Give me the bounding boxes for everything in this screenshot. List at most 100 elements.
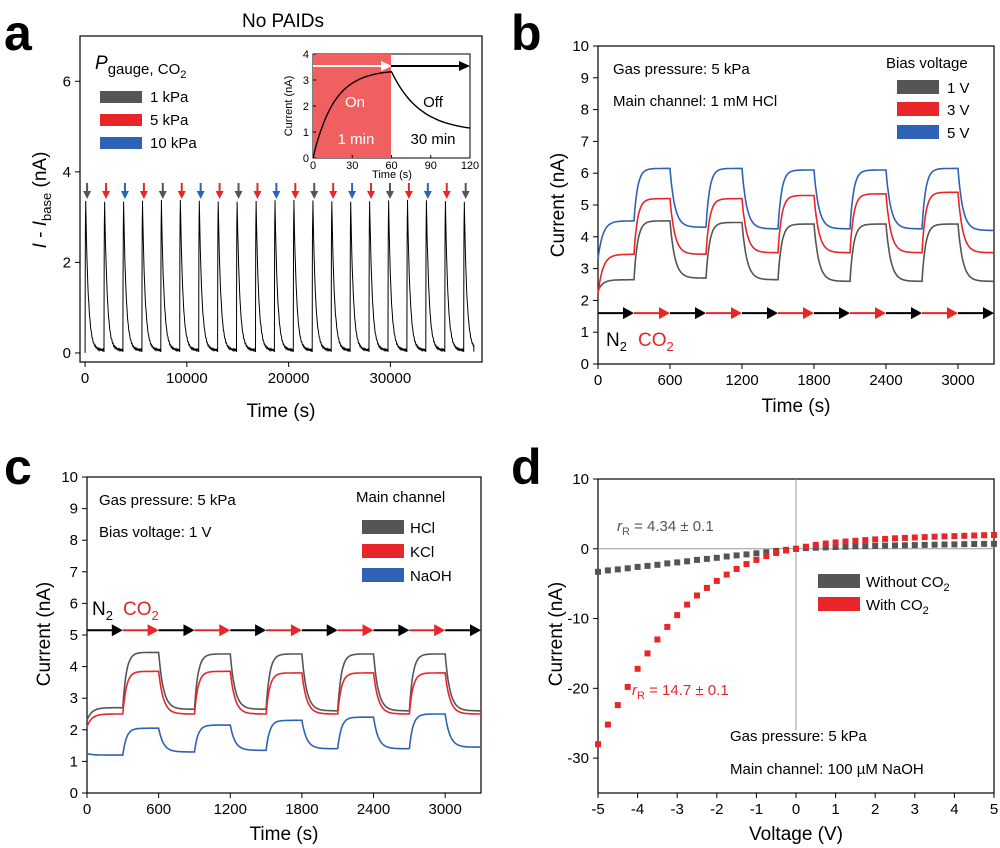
panel-c-x-tick-label: 1200 bbox=[214, 801, 247, 818]
inset-x-tick-label: 0 bbox=[310, 160, 316, 172]
panel-d-legend-with: With CO2 bbox=[866, 597, 929, 617]
panel-b-series-3-v bbox=[597, 191, 994, 295]
inset-x-tick-label: 30 bbox=[346, 160, 358, 172]
panel-b-x-tick-label: 600 bbox=[657, 372, 682, 389]
panel-d-point-without-co2 bbox=[674, 559, 681, 566]
panel-d-point-without-co2 bbox=[634, 563, 641, 570]
panel-b-x-ticks: 0 600 1200 1800 2400 3000 bbox=[594, 364, 975, 389]
panel-b-y-tick-label: 3 bbox=[581, 261, 589, 278]
panel-c-y-tick-label: 0 bbox=[70, 785, 78, 802]
panel-d-point-without-co2 bbox=[684, 558, 691, 565]
panel-d-point-with-co2 bbox=[852, 537, 859, 544]
panel-c-y-tick-label: 8 bbox=[70, 532, 78, 549]
panel-c-legend-kcl: KCl bbox=[410, 544, 434, 561]
panel-a-pulse-arrow bbox=[120, 191, 129, 199]
panel-c-y-ticks: 0 1 2 3 4 5 6 7 8 9 10 bbox=[61, 469, 87, 802]
panel-a-legend-10kpa: 10 kPa bbox=[150, 135, 197, 152]
panel-c-y-tick-label: 3 bbox=[70, 690, 78, 707]
panel-d-point-with-co2 bbox=[931, 533, 938, 540]
panel-a-y-tick-label: 0 bbox=[63, 345, 71, 362]
panel-c-x-ticks: 0 600 1200 1800 2400 3000 bbox=[83, 793, 462, 818]
panel-d-point-without-co2 bbox=[753, 550, 760, 557]
panel-b-y-tick-label: 2 bbox=[581, 292, 589, 309]
panel-c-letter: c bbox=[4, 439, 32, 495]
panel-d-point-with-co2 bbox=[793, 545, 799, 552]
panel-b-legend-title: Bias voltage bbox=[886, 55, 968, 72]
panel-d-legend-swatch-with bbox=[818, 597, 860, 611]
panel-a-x-tick-label: 30000 bbox=[370, 370, 412, 387]
panel-d-point-with-co2 bbox=[882, 535, 889, 542]
panel-b-y-ticks: 0 1 2 3 4 5 6 7 8 9 10 bbox=[572, 38, 598, 373]
panel-a-pulse-arrow bbox=[102, 191, 111, 199]
panel-d-point-without-co2 bbox=[733, 552, 740, 559]
panel-d-point-with-co2 bbox=[862, 537, 869, 544]
panel-d-point-without-co2 bbox=[961, 541, 968, 548]
panel-c-y-tick-label: 10 bbox=[61, 469, 78, 486]
panel-b-series-1-v bbox=[597, 220, 994, 292]
panel-b-annotation-channel: Main channel: 1 mM HCl bbox=[613, 93, 777, 110]
panel-c-y-tick-label: 4 bbox=[70, 659, 78, 676]
panel-b-legend-5v: 5 V bbox=[947, 125, 970, 142]
panel-c-co2-arrow-head bbox=[219, 624, 231, 637]
panel-d-point-without-co2 bbox=[862, 543, 869, 550]
inset-y-tick-label: 2 bbox=[303, 101, 309, 113]
panel-b-x-tick-label: 1800 bbox=[797, 372, 830, 389]
panel-d-point-with-co2 bbox=[911, 534, 918, 541]
inset-current-curve bbox=[312, 70, 471, 159]
panel-d-point-with-co2 bbox=[941, 533, 948, 540]
panel-d-point-with-co2 bbox=[773, 550, 780, 556]
panel-b-legend-swatch-3v bbox=[897, 102, 939, 116]
panel-d-rr-without: rR = 4.34 ± 0.1 bbox=[617, 518, 714, 538]
panel-d-point-with-co2 bbox=[753, 556, 760, 563]
panel-a-pulse-arrow bbox=[177, 191, 186, 199]
panel-d-letter: d bbox=[511, 439, 542, 495]
panel-a-pulse-arrow bbox=[310, 191, 319, 199]
panel-a-y-tick-label: 6 bbox=[63, 73, 71, 90]
inset-off-arrow-head bbox=[459, 61, 470, 71]
panel-a-x-tick-label: 10000 bbox=[166, 370, 208, 387]
panel-d-point-with-co2 bbox=[654, 636, 661, 643]
panel-c-co2-label: CO2 bbox=[123, 599, 159, 623]
panel-c-y-tick-label: 9 bbox=[70, 501, 78, 518]
panel-d-point-with-co2 bbox=[951, 533, 958, 540]
panel-d-y-tick-label: -30 bbox=[567, 750, 589, 767]
panel-d-point-without-co2 bbox=[644, 562, 651, 569]
panel-d-point-without-co2 bbox=[664, 560, 671, 567]
panel-b-y-tick-label: 0 bbox=[581, 356, 589, 373]
panel-b-co2-arrow-head bbox=[659, 307, 670, 320]
panel-d-rr-with: rR = 14.7 ± 0.1 bbox=[632, 682, 729, 702]
inset-y-tick-label: 3 bbox=[303, 75, 309, 87]
panel-a-plot-area bbox=[84, 199, 475, 353]
panel-b-y-axis-label: Current (nA) bbox=[548, 153, 569, 258]
panel-a-pulse-arrow bbox=[329, 191, 338, 199]
panel-b-co2-arrow-head bbox=[731, 307, 742, 320]
inset-y-label: Current (nA) bbox=[283, 76, 295, 137]
panel-d-point-with-co2 bbox=[723, 571, 730, 578]
panel-b-x-tick-label: 2400 bbox=[869, 372, 902, 389]
panel-a-x-tick-label: 20000 bbox=[268, 370, 310, 387]
panel-d-point-without-co2 bbox=[624, 565, 631, 572]
panel-d-point-without-co2 bbox=[832, 544, 839, 550]
panel-d-y-tick-label: -20 bbox=[567, 680, 589, 697]
panel-a-pulse-arrow bbox=[83, 191, 92, 199]
panel-d-point-with-co2 bbox=[892, 535, 898, 542]
panel-a-y-tick-label: 4 bbox=[63, 164, 71, 181]
panel-c-co2-arrow-head bbox=[147, 624, 159, 637]
panel-d-point-with-co2 bbox=[812, 541, 819, 548]
panel-d-point-without-co2 bbox=[614, 566, 621, 573]
panel-b-co2-label: CO2 bbox=[638, 330, 674, 354]
inset-off-time: 30 min bbox=[410, 131, 455, 148]
panel-d-y-tick-label: -10 bbox=[567, 611, 589, 628]
panel-d-x-tick-label: 3 bbox=[911, 801, 919, 818]
panel-d-x-tick-label: -3 bbox=[671, 801, 684, 818]
inset-y-tick-label: 0 bbox=[303, 153, 309, 165]
panel-d-point-with-co2 bbox=[624, 683, 631, 690]
panel-a-frame bbox=[79, 35, 483, 363]
panel-c-series-naoh bbox=[86, 713, 481, 756]
panel-d-point-with-co2 bbox=[614, 702, 621, 709]
panel-c-legend-title: Main channel bbox=[356, 489, 445, 506]
panel-d-point-with-co2 bbox=[644, 650, 651, 657]
panel-a-pulse-arrow bbox=[253, 191, 262, 199]
panel-b-n2-arrow-head bbox=[839, 307, 850, 320]
